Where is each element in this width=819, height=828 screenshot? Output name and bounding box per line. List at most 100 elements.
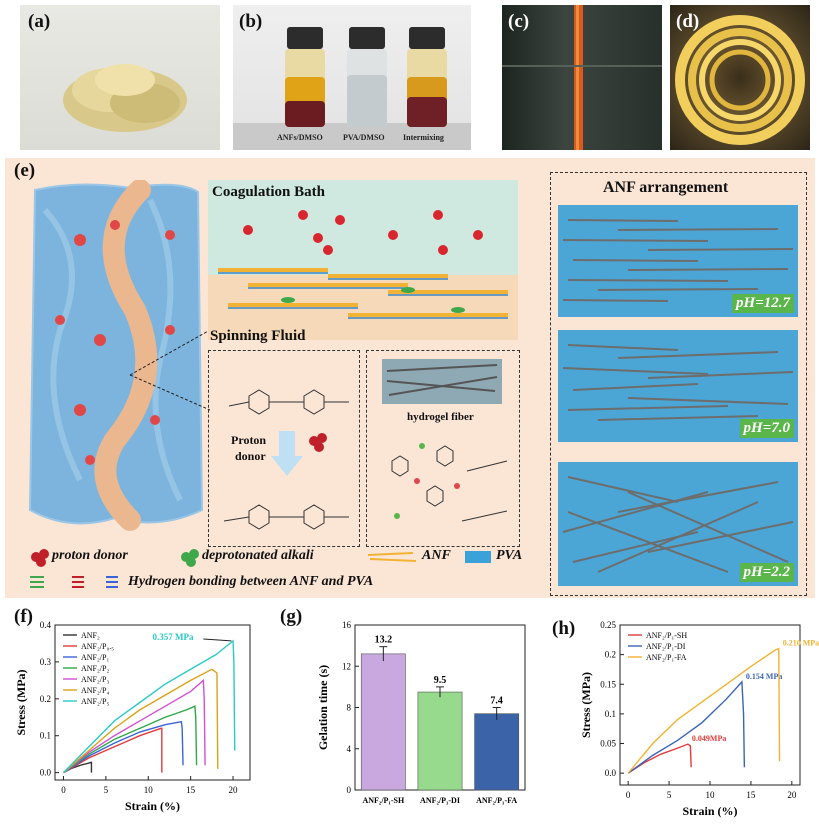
pva-icon [465, 551, 491, 563]
data-label: 0.049MPa [692, 734, 726, 743]
y-tick-label: 0.05 [600, 739, 616, 749]
legend-anf: ANF [422, 548, 451, 563]
series-line-2 [63, 727, 163, 774]
y-axis-label: Stress (MPa) [579, 672, 593, 738]
vials-photo [233, 27, 471, 150]
chart-h-svg: 0 5 10 15 20 0.0 0.05 0.1 0.15 0.2 0.25 Strain (%) S… [579, 620, 819, 818]
proton-donor-reaction-box: Proton donor [208, 350, 360, 547]
anf-arrangement-title: ANF arrangement [603, 179, 729, 196]
fiber-coil-photo [675, 15, 805, 145]
series-line-1 [627, 743, 692, 774]
y-tick-label: 0.15 [600, 679, 616, 689]
y-tick-label: 0.0 [40, 768, 52, 778]
panel-label-g: (g) [280, 606, 303, 627]
legend-label: ANF₂/P₁-DI [646, 642, 686, 651]
y-tick-label: 0.1 [605, 709, 616, 719]
proton-donor-icon [31, 549, 49, 567]
deprotonated-alkali-icon [181, 549, 199, 567]
peak-arrow [203, 638, 232, 642]
legend-label: ANF₂/P₃ [81, 675, 109, 684]
legend-label: ANF₂ [81, 631, 100, 640]
vial-label-3: Intermixing [403, 133, 444, 142]
y-tick-label: 4 [347, 744, 352, 754]
panel-label-a: (a) [28, 11, 51, 32]
chart-g: 0 4 8 12 16 Gelation time (s) 13.2 ANF₂/P₁-SH 9.… [275, 600, 545, 823]
legend-label: ANF₂/P₀.₅ [81, 642, 114, 651]
value-label: 13.2 [375, 635, 393, 646]
y-tick-label: 0.25 [600, 620, 616, 630]
schematic-legend-icons [30, 549, 491, 588]
x-tick-label: 10 [144, 785, 154, 795]
y-tick-label: 0.1 [40, 731, 51, 741]
category-label: ANF₂/P₁-SH [362, 796, 404, 805]
coagulation-bath-panel: Coagulation Bath [208, 180, 518, 340]
hydrogel-fiber-label: hydrogel fiber [407, 411, 474, 423]
anf-icon [367, 552, 417, 562]
donor-label: donor [235, 449, 266, 463]
series-line-3 [627, 647, 781, 774]
x-tick-label: 5 [104, 785, 109, 795]
aligned-fibers [562, 219, 794, 302]
coagulation-bath-illustration [208, 210, 518, 340]
vial-label-2: PVA/DMSO [343, 133, 385, 142]
x-axis-label: Strain (%) [683, 804, 738, 818]
y-tick-label: 8 [347, 703, 352, 713]
legend-label: ANF₂/P₁ [81, 653, 109, 662]
y-tick-label: 12 [342, 661, 351, 671]
vial-label-1: ANFs/DMSO [277, 133, 323, 142]
chart-f: 0 5 10 15 20 0.0 0.1 0.2 0.3 0.4 Strain (%) Stress … [0, 600, 270, 823]
photo-fiber-coil: (d) [670, 5, 810, 150]
legend-hbond: Hydrogen bonding between ANF and PVA [128, 574, 374, 589]
hydrogel-fiber-illustration [28, 180, 210, 531]
data-label: 0.210 MPa [783, 639, 819, 648]
legend-label: ANF₂/P₁-FA [646, 653, 687, 662]
value-label: 7.4 [490, 696, 503, 707]
series-line-5 [63, 678, 206, 774]
panel-label-c: (c) [508, 11, 530, 32]
y-tick-label: 0.3 [40, 657, 52, 667]
legend-label: ANF₂/P₄ [81, 686, 109, 695]
bar-2 [417, 691, 463, 791]
series-line-7 [62, 639, 236, 774]
y-tick-label: 0.4 [40, 620, 52, 630]
category-label: ANF₂/P₁-FA [476, 796, 517, 805]
x-tick-label: 0 [626, 790, 631, 800]
arrangement-ph-7-0: pH=7.0 [558, 330, 798, 442]
panel-label-d: (d) [676, 11, 700, 32]
x-tick-label: 10 [706, 790, 716, 800]
bar-1 [360, 653, 406, 791]
series-line-2 [627, 680, 746, 774]
ph-label-7-0: pH=7.0 [739, 419, 794, 438]
y-tick-label: 0 [347, 785, 352, 795]
chart-h: 0 5 10 15 20 0.0 0.05 0.1 0.15 0.2 0.25 Strain (%) S… [548, 600, 819, 823]
chart-f-svg: 0 5 10 15 20 0.0 0.1 0.2 0.3 0.4 Strain (%) Stress … [14, 620, 251, 813]
plot-frame [54, 624, 251, 781]
hbond-blue-icon [106, 576, 118, 588]
y-axis-label: Stress (MPa) [14, 669, 28, 735]
legend-proton-donor: proton donor [52, 548, 128, 563]
category-label: ANF₂/P₁-DI [420, 796, 460, 805]
hbond-green-icon [30, 576, 44, 588]
random-fibers [562, 476, 794, 573]
anf-arrangement-box: ANF arrangement [550, 172, 807, 596]
value-label: 9.5 [434, 675, 447, 686]
x-tick-label: 0 [61, 785, 66, 795]
y-tick-label: 0.2 [605, 650, 616, 660]
legend-label: ANF₂/P₁-SH [646, 631, 687, 640]
series-line-6 [63, 668, 219, 774]
spinning-fiber-photo [502, 5, 662, 150]
panel-label-f: (f) [14, 606, 33, 627]
chart-g-svg: 0 4 8 12 16 Gelation time (s) 13.2 ANF₂/P₁-SH 9.… [316, 620, 526, 805]
y-tick-label: 0.2 [40, 694, 51, 704]
bar-3 [474, 713, 520, 791]
x-tick-label: 15 [186, 785, 196, 795]
partly-aligned-fibers [562, 344, 794, 421]
ph-label-2-2: pH=2.2 [739, 563, 794, 582]
y-axis-label: Gelation time (s) [316, 665, 330, 750]
photo-spinning: (c) [502, 5, 662, 150]
hydrogel-structure-box: hydrogel fiber [366, 350, 520, 547]
arrangement-ph-12-7: pH=12.7 [558, 205, 798, 317]
legend-label: ANF₂/P₂ [81, 664, 109, 673]
series-line-3 [63, 720, 184, 774]
panel-label-h: (h) [552, 618, 576, 639]
